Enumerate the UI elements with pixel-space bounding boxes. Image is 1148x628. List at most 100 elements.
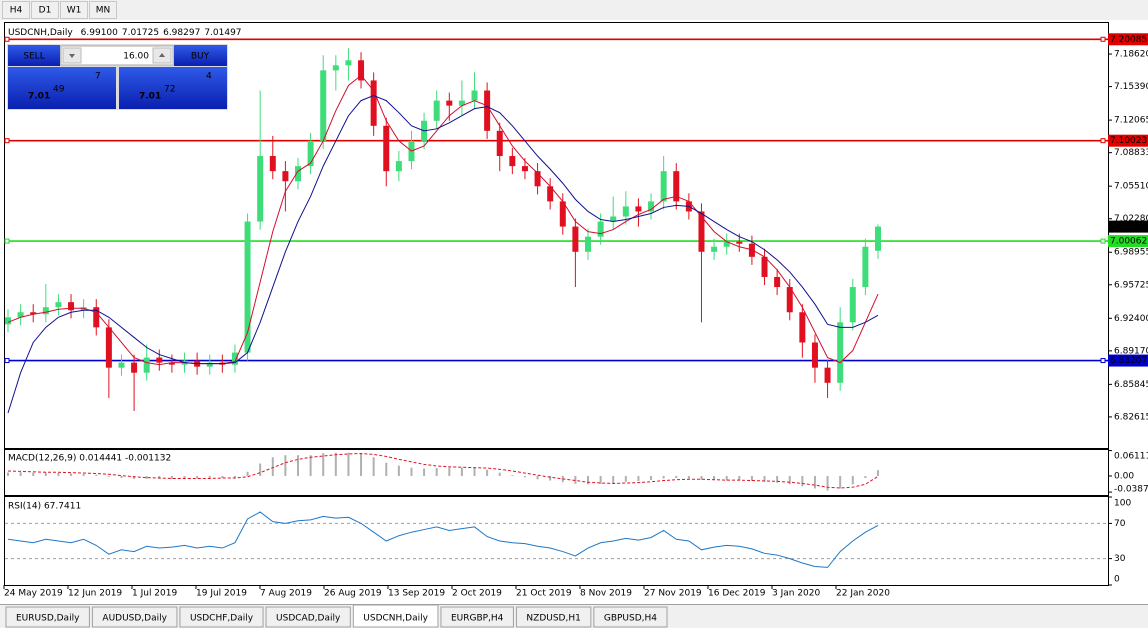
macd-bar <box>523 475 526 478</box>
tab-label[interactable]: USDCNH,Daily <box>363 614 428 624</box>
y-tick-label: 7.12065 <box>1114 116 1148 126</box>
y-tick-label: 100 <box>1114 499 1131 509</box>
tab[interactable] <box>440 606 514 628</box>
candle-body <box>156 357 163 363</box>
macd-bar <box>360 453 363 476</box>
candle-body <box>93 307 100 328</box>
y-tick-label: 6.82615 <box>1114 412 1148 422</box>
ohlc-value: 6.98297 <box>163 28 200 38</box>
y-tick-label: 0 <box>1114 575 1120 585</box>
macd-bar <box>650 475 653 481</box>
candle-body <box>799 312 806 343</box>
candle-body <box>30 312 37 315</box>
macd-bar <box>44 472 47 476</box>
tab-label[interactable]: NZDUSD,H1 <box>526 614 580 624</box>
indicator-line <box>7 74 879 366</box>
macd-bar <box>423 468 426 476</box>
tab-label[interactable]: EURUSD,Daily <box>16 614 80 624</box>
macd-bar <box>776 475 779 483</box>
candle-body <box>521 166 528 172</box>
x-tick-label: 1 Jul 2019 <box>132 589 177 599</box>
candle-body <box>295 166 301 182</box>
buy-button[interactable] <box>174 45 227 66</box>
macd-bar <box>208 475 211 479</box>
y-tick-label: -0.03877 <box>1114 485 1148 495</box>
candle-body <box>118 362 125 368</box>
level-price-label: 7.10023 <box>1110 136 1147 146</box>
candle-body <box>433 100 440 121</box>
macd-bar <box>839 475 842 489</box>
level-handle <box>4 36 10 42</box>
level-handle <box>4 138 10 144</box>
x-tick-label: 3 Jan 2020 <box>772 589 820 599</box>
timeframe-button[interactable] <box>60 1 88 19</box>
tab-label[interactable]: USDCAD,Daily <box>276 614 341 624</box>
timeframe-button[interactable] <box>2 1 30 19</box>
buy-label[interactable]: BUY <box>191 52 210 62</box>
indicator-line <box>7 95 879 414</box>
sell-button[interactable] <box>8 45 60 66</box>
candle-body <box>622 206 629 217</box>
y-tick-label: 7.02280 <box>1114 214 1148 224</box>
timeframe-label[interactable]: H4 <box>10 6 23 16</box>
y-tick-label: 7.18620 <box>1114 50 1148 60</box>
active-tab[interactable] <box>352 604 439 628</box>
x-tick-label: 16 Dec 2019 <box>708 589 766 599</box>
candle-body <box>383 125 390 172</box>
symbol: USDCNH,Daily <box>8 28 73 38</box>
bid-quote[interactable] <box>8 67 116 109</box>
macd-bar <box>271 457 274 476</box>
tab[interactable] <box>593 606 668 628</box>
y-tick-label: 6.85845 <box>1114 380 1148 390</box>
macd-bar <box>196 475 199 479</box>
macd-bar <box>713 475 716 481</box>
level-price-box <box>1108 354 1148 367</box>
candle-body <box>307 140 314 167</box>
volume-value[interactable]: 16.00 <box>123 52 149 62</box>
timeframe-label[interactable]: MN <box>96 6 111 16</box>
candle-body <box>484 90 491 131</box>
y-tick-label: 0.00 <box>1114 471 1134 481</box>
candle-body <box>774 276 781 288</box>
macd-bar <box>687 475 690 479</box>
tab[interactable] <box>515 606 592 628</box>
x-tick-label: 22 Jan 2020 <box>836 589 890 599</box>
timeframe-label[interactable]: W1 <box>67 6 82 16</box>
tab[interactable] <box>265 606 351 628</box>
candle-body <box>131 362 138 373</box>
tab[interactable] <box>5 606 90 628</box>
timeframe-button[interactable] <box>31 1 59 19</box>
macd-bar <box>460 467 463 476</box>
volume-box[interactable] <box>60 45 174 66</box>
current-price-box <box>1108 220 1148 233</box>
candle-body <box>534 171 541 187</box>
ohlc-value: 7.01497 <box>204 28 241 38</box>
macd-bar <box>95 474 98 476</box>
candle-body <box>849 287 856 323</box>
timeframe-button[interactable] <box>89 1 117 19</box>
timeframe-label[interactable]: D1 <box>39 6 52 16</box>
macd-bar <box>183 475 186 479</box>
tab[interactable] <box>91 606 178 628</box>
candle-body <box>320 70 327 141</box>
tab[interactable] <box>179 606 264 628</box>
ask-quote[interactable] <box>119 67 227 109</box>
macd-bar <box>57 473 60 476</box>
macd-bar <box>574 475 577 484</box>
macd-bar <box>662 475 665 479</box>
tab-label[interactable]: GBPUSD,H4 <box>604 614 657 624</box>
tab-label[interactable]: AUDUSD,Daily <box>102 614 167 624</box>
sell-label[interactable]: SELL <box>23 52 44 62</box>
candle-body <box>723 241 730 247</box>
candle-body <box>875 226 881 251</box>
tab-label[interactable]: EURGBP,H4 <box>451 614 504 624</box>
candle-body <box>496 130 503 157</box>
quote-pips: 49 <box>53 85 65 95</box>
candle-body <box>648 201 655 212</box>
candle-body <box>206 362 213 367</box>
tab-label[interactable]: USDCHF,Daily <box>190 614 254 624</box>
candle-body <box>862 246 869 288</box>
macd-bar <box>19 472 22 476</box>
